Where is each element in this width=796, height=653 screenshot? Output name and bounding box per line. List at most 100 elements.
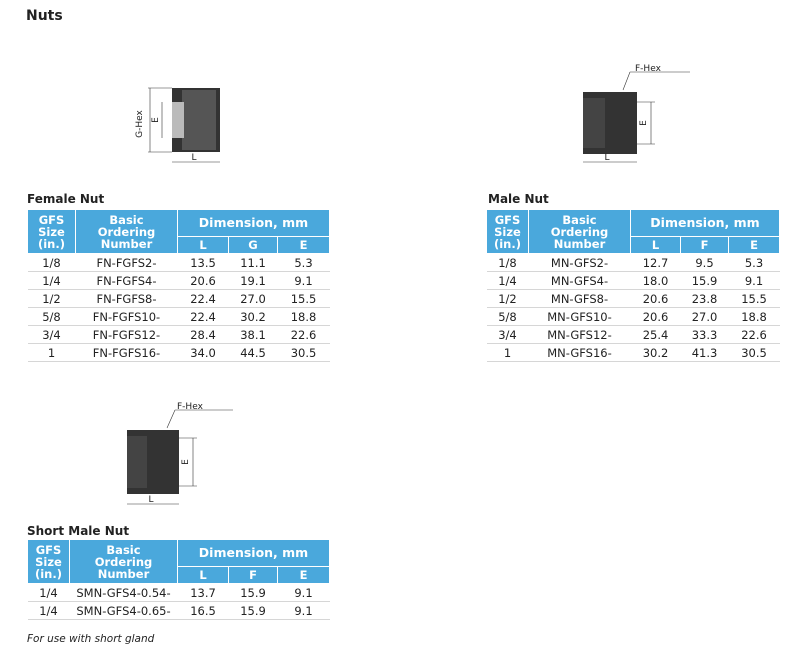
cell: 30.2	[228, 307, 278, 326]
subheader: L	[177, 236, 229, 254]
cell: 22.4	[177, 289, 229, 308]
table-row: 1/4 FN-FGFS4- 20.6 19.1 9.1	[27, 271, 330, 290]
bore	[172, 102, 184, 138]
label: F-Hex	[177, 402, 204, 412]
cell: FN-FGFS10-	[75, 307, 178, 326]
header-line: (in.)	[493, 236, 521, 251]
label: F-Hex	[635, 64, 662, 74]
cell: 27.0	[680, 307, 729, 326]
header-line: (in.)	[37, 236, 65, 251]
cell: 3/4	[486, 325, 529, 344]
cell: 1	[27, 343, 76, 362]
male-nut-drawing: F-Hex E L	[583, 64, 690, 163]
cell: MN-GFS10-	[528, 307, 631, 326]
label: L	[604, 153, 609, 163]
cell: 15.5	[728, 289, 780, 308]
header-line: Number	[97, 566, 150, 581]
table-row: 1/2 MN-GFS8- 20.6 23.8 15.5	[486, 289, 780, 308]
cell: 15.5	[277, 289, 330, 308]
cell: 1/4	[486, 271, 529, 290]
cell: SMN-GFS4-0.54-	[69, 583, 178, 602]
cell: 20.6	[177, 271, 229, 290]
cell: 27.0	[228, 289, 278, 308]
cell: FN-FGFS2-	[75, 253, 178, 272]
cell: 28.4	[177, 325, 229, 344]
cell: 5/8	[27, 307, 76, 326]
cell: 30.2	[630, 343, 681, 362]
header-row: GFS Size (in.) Basic Ordering Number Dimension…	[486, 209, 780, 254]
subheader: E	[728, 236, 780, 254]
cell: MN-GFS12-	[528, 325, 631, 344]
cell: FN-FGFS4-	[75, 271, 178, 290]
header-line: Ordering	[94, 554, 153, 569]
cell: 38.1	[228, 325, 278, 344]
header-line: Basic	[109, 212, 144, 227]
cell: 9.1	[277, 271, 330, 290]
footnote: For use with short gland	[27, 633, 155, 645]
subheader: F	[680, 236, 729, 254]
table-row: 1/8 FN-FGFS2- 13.5 11.1 5.3	[27, 253, 330, 272]
cell: 5.3	[728, 253, 780, 272]
cell: 34.0	[177, 343, 229, 362]
section-heading: Short Male Nut	[27, 524, 130, 538]
cell: 22.6	[728, 325, 780, 344]
cell: 9.1	[277, 583, 330, 602]
cell: 44.5	[228, 343, 278, 362]
table-row: 1/4 SMN-GFS4-0.54- 13.7 15.9 9.1	[27, 583, 330, 602]
cell: 18.8	[728, 307, 780, 326]
cell: 20.6	[630, 307, 681, 326]
header-line: GFS	[35, 542, 62, 557]
cell: 22.4	[177, 307, 229, 326]
table-row: 3/4 MN-GFS12- 25.4 33.3 22.6	[486, 325, 780, 344]
label: E	[181, 459, 191, 465]
cell: 1/2	[486, 289, 529, 308]
cell: 1/8	[27, 253, 76, 272]
cell: SMN-GFS4-0.65-	[69, 601, 178, 620]
table-row: 1/2 FN-FGFS8- 22.4 27.0 15.5	[27, 289, 330, 308]
cell: FN-FGFS16-	[75, 343, 178, 362]
label: G-Hex	[135, 109, 145, 137]
cell: FN-FGFS8-	[75, 289, 178, 308]
data-table: GFS Size (in.) Basic Ordering Number Dimension…	[27, 539, 330, 620]
header-line: Number	[553, 236, 606, 251]
column-header: Basic Ordering Number	[528, 209, 631, 254]
subheader: E	[277, 566, 330, 584]
cell: 1	[486, 343, 529, 362]
column-header: GFS Size (in.)	[486, 209, 529, 254]
table-row: 5/8 MN-GFS10- 20.6 27.0 18.8	[486, 307, 780, 326]
cell: 18.8	[277, 307, 330, 326]
cell: 23.8	[680, 289, 729, 308]
subheader: L	[630, 236, 681, 254]
cell: MN-GFS16-	[528, 343, 631, 362]
table-row: 1/4 MN-GFS4- 18.0 15.9 9.1	[486, 271, 780, 290]
cell: FN-FGFS12-	[75, 325, 178, 344]
data-table: GFS Size (in.) Basic Ordering Number Dimension…	[27, 209, 330, 362]
short-male-nut-drawing: F-Hex E L	[127, 402, 233, 505]
label: E	[639, 120, 649, 126]
header-line: Number	[100, 236, 153, 251]
subheader: L	[177, 566, 229, 584]
section-heading: Female Nut	[27, 192, 105, 206]
subheader: F	[228, 566, 278, 584]
table-row: 3/4 FN-FGFS12- 28.4 38.1 22.6	[27, 325, 330, 344]
thread	[182, 90, 216, 150]
cell: 15.9	[228, 583, 278, 602]
cell: 20.6	[630, 289, 681, 308]
header-line: Size	[38, 224, 65, 239]
cell: 25.4	[630, 325, 681, 344]
cell: 1/4	[27, 601, 70, 620]
label: L	[148, 495, 153, 505]
cell: 19.1	[228, 271, 278, 290]
cell: 41.3	[680, 343, 729, 362]
cell: 12.7	[630, 253, 681, 272]
page-title: Nuts	[26, 8, 63, 24]
cell: 15.9	[680, 271, 729, 290]
data-table: GFS Size (in.) Basic Ordering Number Dimension…	[486, 209, 780, 362]
cell: 16.5	[177, 601, 229, 620]
header-row: GFS Size (in.) Basic Ordering Number Dimension…	[27, 539, 330, 584]
column-header: GFS Size (in.)	[27, 539, 70, 584]
column-header: Basic Ordering Number	[75, 209, 178, 254]
